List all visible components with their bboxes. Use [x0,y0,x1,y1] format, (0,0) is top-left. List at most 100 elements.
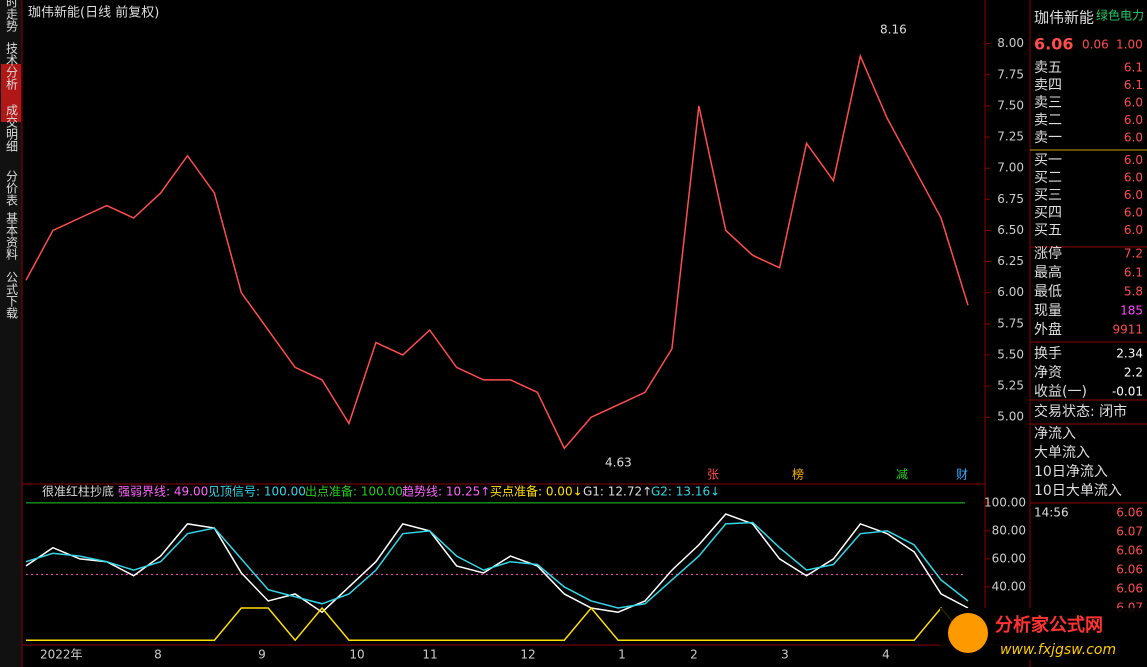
book-label: 买四 [1034,205,1062,221]
stat-value: 185 [1120,304,1143,318]
stat-value: -0.01 [1112,385,1143,399]
y-tick-label: 60.00 [992,551,1026,565]
indicator-param: 买点准备: 0.00↓ [490,485,583,499]
indicator-title: 很准红柱抄底 [42,484,114,499]
x-tick-label: 10 [349,648,364,662]
indicator-param: G1: 12.72↑ [583,485,652,499]
stat-label: 最高 [1034,264,1062,281]
x-tick-label: 3 [781,648,789,662]
watermark-logo [948,613,988,653]
stock-name: 珈伟新能 [1034,9,1094,27]
x-tick-label: 2022年 [40,648,83,662]
book-price: 6.0 [1124,188,1143,202]
y-tick-label: 5.25 [997,379,1024,393]
stat-label: 涨停 [1034,245,1062,262]
book-label: 买三 [1034,188,1062,204]
change: 0.06 [1082,38,1109,52]
stat-value: 7.2 [1124,247,1143,261]
y-tick-label: 7.50 [997,98,1024,112]
event-marker: 减 [896,468,908,482]
event-marker: 榜 [792,467,804,482]
stat-value: 6.1 [1124,266,1143,280]
book-label: 卖一 [1034,130,1062,146]
book-label: 卖五 [1034,60,1062,76]
low-annotation: 4.63 [605,456,632,470]
y-tick-label: 6.00 [997,285,1024,299]
y-tick-label: 6.50 [997,223,1024,237]
trade-status: 交易状态: 闭市 [1034,403,1127,420]
tick-price: 6.06 [1116,563,1143,577]
book-label: 买一 [1034,153,1062,169]
flow-label: 大单流入 [1034,445,1090,461]
sidebar-tab[interactable]: 基本资料 [5,212,19,260]
stat-value: 5.8 [1124,285,1143,299]
x-tick-label: 12 [520,648,535,662]
sector: 绿色电力 [1096,8,1144,23]
x-tick-label: 4 [882,648,890,662]
book-price: 6.0 [1124,113,1143,127]
book-price: 6.0 [1124,206,1143,220]
y-tick-label: 5.00 [997,410,1024,424]
stat-label: 最低 [1034,284,1062,300]
y-tick-label: 40.00 [992,579,1026,593]
flow-label: 10日净流入 [1034,464,1108,480]
event-marker: 张 [707,468,719,482]
book-label: 买二 [1034,170,1062,186]
active-tab-bg [1,64,21,122]
indicator-line [26,606,969,642]
y-tick-label: 7.00 [997,161,1024,175]
book-price: 6.1 [1124,61,1143,75]
watermark-url: www.fxjgsw.com [1000,642,1116,658]
indicator-line [25,521,969,609]
tick-price: 6.06 [1116,582,1143,596]
book-price: 6.0 [1124,153,1143,167]
sidebar-tab[interactable]: 公式下载 [5,271,19,320]
y-tick-label: 80.00 [992,523,1026,537]
y-tick-label: 5.75 [997,316,1024,330]
x-tick-label: 8 [154,648,162,662]
stat-value: 2.34 [1116,347,1143,361]
book-label: 卖四 [1034,78,1062,94]
sidebar-tab[interactable]: 分价表 [5,170,19,206]
indicator-param: 强弱界线: 49.00 [118,485,208,499]
book-label: 卖二 [1034,113,1062,129]
flow-label: 净流入 [1034,426,1076,442]
sidebar-tab[interactable]: 分时走势 [5,0,19,32]
y-tick-label: 100.00 [984,495,1026,509]
stat-label: 换手 [1034,345,1062,362]
book-price: 6.0 [1124,131,1143,145]
chart-title: 珈伟新能(日线 前复权) [28,5,159,21]
x-tick-label: 9 [258,648,266,662]
pct: 1.00 [1116,38,1143,52]
price-line [25,53,969,450]
stat-label: 现量 [1034,303,1062,319]
book-price: 6.0 [1124,223,1143,237]
y-tick-label: 8.00 [997,36,1024,50]
stat-value: 9911 [1112,323,1143,337]
flow-label: 10日大单流入 [1034,483,1122,499]
indicator-line [25,513,969,614]
y-tick-label: 6.75 [997,192,1024,206]
high-annotation: 8.16 [880,23,907,37]
tick-price: 6.06 [1116,544,1143,558]
y-tick-label: 6.25 [997,254,1024,268]
sidebar-tab[interactable]: 技术分析 [5,42,19,91]
book-label: 买五 [1034,223,1062,239]
x-tick-label: 2 [690,648,698,662]
stat-label: 净资 [1034,365,1062,381]
book-label: 卖三 [1034,95,1062,111]
indicator-param: 见顶信号: 100.00 [208,485,306,499]
indicator-param: 趋势线: 10.25↑ [402,485,490,499]
event-marker: 财 [956,468,968,482]
sidebar-tab[interactable]: 成交明细 [5,104,19,152]
book-price: 6.0 [1124,171,1143,185]
book-price: 6.1 [1124,78,1143,92]
y-tick-label: 5.50 [997,347,1024,361]
indicator-param: G2: 13.16↓ [651,485,720,499]
watermark-name: 分析家公式网 [995,614,1103,636]
x-tick-label: 1 [618,648,626,662]
price: 6.06 [1034,35,1073,54]
y-tick-label: 7.25 [997,130,1024,144]
x-tick-label: 11 [422,648,437,662]
tick-price: 6.06 [1116,506,1143,520]
